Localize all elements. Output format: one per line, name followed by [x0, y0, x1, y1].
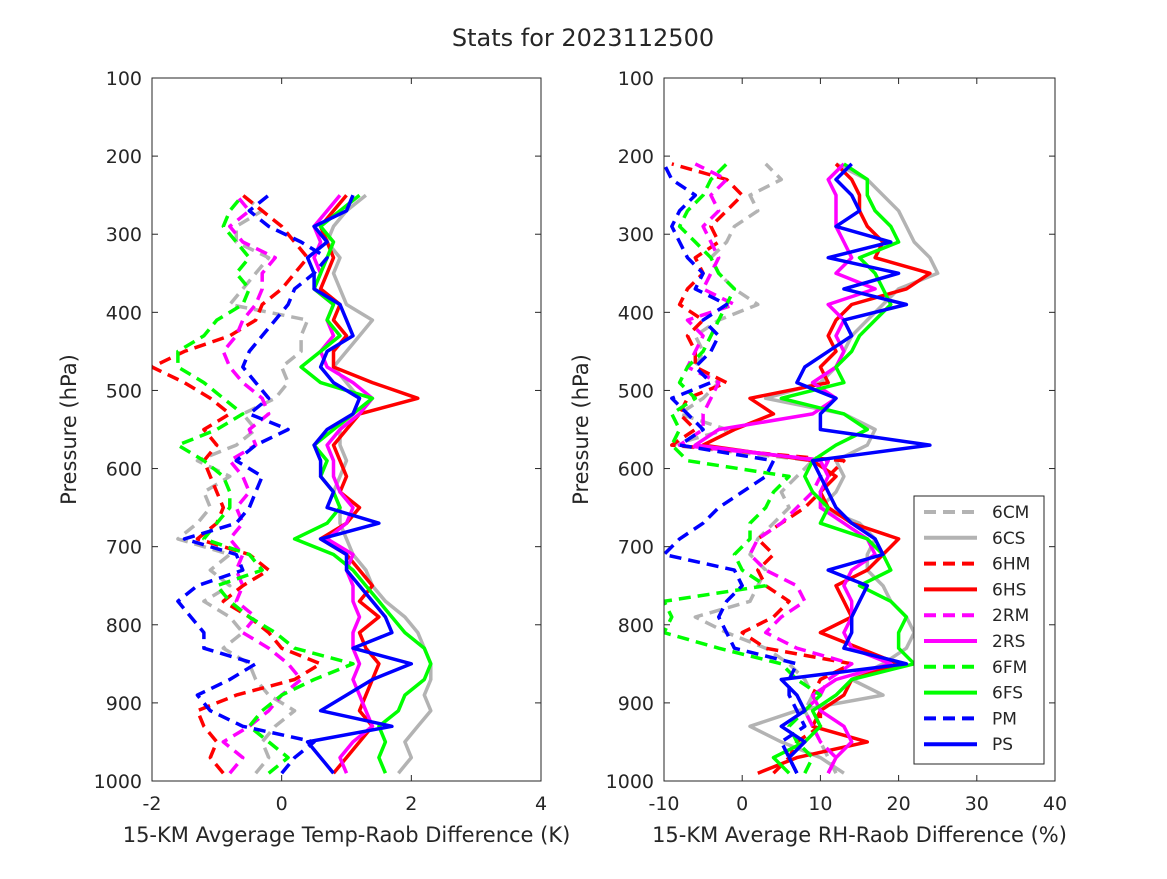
- legend-label-6cs: 6CS: [992, 529, 1025, 549]
- legend-label-6fm: 6FM: [992, 658, 1027, 678]
- series-line-pm-rh: [664, 163, 807, 774]
- series-line-ps-rh: [779, 162, 932, 774]
- y-tick-label: 400: [618, 302, 654, 324]
- series-line-2rm-temp: [221, 194, 303, 775]
- x-tick-label: 20: [887, 793, 911, 815]
- y-tick-label: 500: [618, 380, 654, 402]
- y-tick-label: 200: [106, 146, 142, 168]
- legend-label-6fs: 6FS: [992, 684, 1023, 704]
- x-tick-label: -2: [143, 793, 162, 815]
- rh-difference-panel: -10 0 10 20 30 40 100 200 300 400 500 600 700 800 900 1…: [569, 68, 1067, 847]
- legend-label-2rm: 2RM: [992, 606, 1029, 626]
- plot-frame: [663, 77, 1056, 782]
- temp-difference-panel: -2 0 2 4 100 200 300 400 500 600 700 800 900 1000 15-K…: [57, 68, 570, 847]
- legend-label-ps: PS: [992, 735, 1013, 755]
- y-tick-label: 600: [106, 459, 142, 481]
- y-axis-label: Pressure (hPa): [569, 354, 593, 505]
- legend-label-6hm: 6HM: [992, 555, 1030, 575]
- y-tick-label: 1000: [606, 771, 654, 793]
- series-line-pm-temp: [176, 193, 329, 775]
- series-group: [152, 193, 433, 775]
- y-tick-label: 400: [106, 302, 142, 324]
- x-tick-label: -10: [648, 793, 679, 815]
- x-tick-label: 40: [1043, 793, 1067, 815]
- y-tick-label: 500: [106, 380, 142, 402]
- y-tick-label: 800: [106, 615, 142, 637]
- x-tick-label: 4: [535, 793, 547, 815]
- series-line-ps-temp: [305, 194, 414, 775]
- y-tick-label: 1000: [94, 771, 142, 793]
- legend-label-6hs: 6HS: [992, 580, 1026, 600]
- y-tick-label: 300: [618, 224, 654, 246]
- y-tick-label: 900: [618, 693, 654, 715]
- series-line-6hs-temp: [318, 194, 420, 775]
- x-tick-label: 10: [808, 793, 832, 815]
- x-axis-label: 15-KM Avgerage Temp-Raob Difference (K): [123, 823, 571, 847]
- series-line-6hm-temp: [152, 193, 323, 775]
- series-line-6cm-temp: [176, 193, 310, 775]
- y-tick-label: 200: [618, 146, 654, 168]
- x-tick-label: 0: [736, 793, 748, 815]
- y-tick-label: 900: [106, 693, 142, 715]
- plot-frame: [151, 77, 542, 782]
- series-line-6fm-rh: [664, 162, 823, 774]
- y-tick-label: 100: [106, 68, 142, 90]
- x-axis-label: 15-KM Average RH-Raob Difference (%): [652, 823, 1067, 847]
- legend-label-2rs: 2RS: [992, 632, 1025, 652]
- legend-label-6cm: 6CM: [992, 503, 1029, 523]
- y-tick-label: 300: [106, 224, 142, 246]
- series-group: [664, 162, 940, 775]
- x-tick-label: 0: [276, 793, 288, 815]
- series-line-6fm-temp: [176, 194, 355, 775]
- x-tick-label: 2: [405, 793, 417, 815]
- y-axis-label: Pressure (hPa): [57, 354, 81, 505]
- y-tick-label: 700: [618, 537, 654, 559]
- legend: 6CM 6CS 6HM 6HS 2RM 2RS 6FM 6FS PM PS: [913, 495, 1045, 765]
- series-line-2rs-rh: [693, 162, 893, 774]
- y-tick-label: 600: [618, 459, 654, 481]
- y-tick-label: 100: [618, 68, 654, 90]
- y-tick-label: 700: [106, 537, 142, 559]
- y-tick-label: 800: [618, 615, 654, 637]
- figure-title: Stats for 2023112500: [452, 24, 714, 52]
- x-tick-label: 30: [965, 793, 989, 815]
- legend-label-pm: PM: [992, 709, 1017, 729]
